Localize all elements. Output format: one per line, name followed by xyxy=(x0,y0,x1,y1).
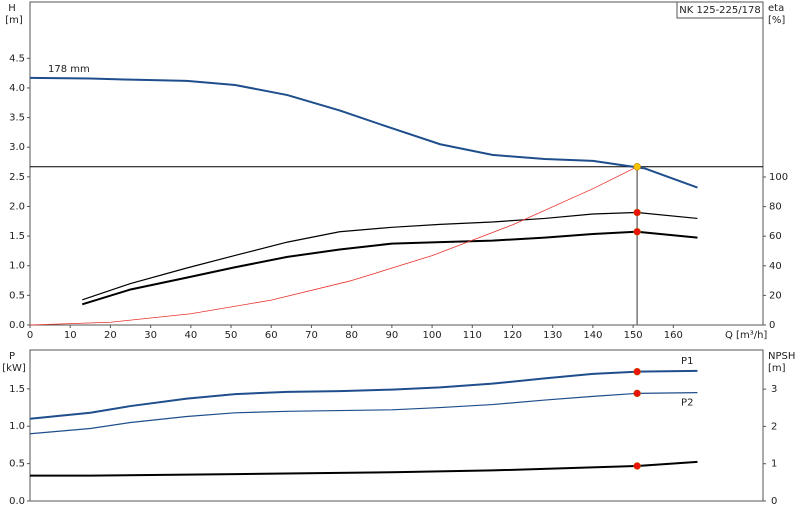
y-tick-label: 1.0 xyxy=(9,261,25,272)
x-axis-label: Q [m³/h] xyxy=(725,330,767,341)
y2-axis-label: NPSH xyxy=(768,351,795,362)
y2-tick-label: 0 xyxy=(769,320,775,331)
y-tick-label: 4.5 xyxy=(9,53,25,64)
y-tick-label: 4.0 xyxy=(9,83,25,94)
y2-axis-unit: [%] xyxy=(768,15,785,26)
operating-point xyxy=(633,462,641,470)
y-tick-label: 0.0 xyxy=(9,320,25,331)
curve xyxy=(29,369,698,420)
x-tick-label: 50 xyxy=(225,330,238,341)
curve xyxy=(29,166,638,326)
y-tick-label: 1.5 xyxy=(9,384,25,395)
y-tick-label: 2.5 xyxy=(9,172,25,183)
operating-point xyxy=(633,389,641,398)
y-tick-label: 1.5 xyxy=(9,231,25,242)
x-tick-label: 90 xyxy=(386,330,399,341)
y2-tick-label: 80 xyxy=(769,202,782,213)
x-tick-label: 120 xyxy=(503,330,522,341)
curve xyxy=(30,460,698,477)
x-tick-label: 40 xyxy=(184,330,197,341)
y2-tick-label: 2 xyxy=(771,421,777,432)
x-tick-label: 20 xyxy=(104,330,117,341)
x-tick-label: 0 xyxy=(27,330,33,341)
y-axis-unit: [kW] xyxy=(2,363,26,374)
y-axis-label: H xyxy=(8,3,16,14)
x-tick-label: 10 xyxy=(64,330,77,341)
x-tick-label: 30 xyxy=(144,330,157,341)
curve-label: P1 xyxy=(681,356,693,367)
title-box xyxy=(676,1,764,19)
operating-point xyxy=(633,208,641,217)
y-tick-label: 3.5 xyxy=(9,113,25,124)
y-tick-label: 2.0 xyxy=(9,201,25,212)
y-tick-label: 0.5 xyxy=(9,290,25,301)
x-tick-label: 160 xyxy=(664,330,683,341)
x-tick-label: 130 xyxy=(543,330,562,341)
y-tick-label: 1.0 xyxy=(9,421,25,432)
curve-label: P2 xyxy=(681,398,693,409)
y-axis-label: P xyxy=(9,351,15,362)
y-axis-unit: [m] xyxy=(5,15,23,26)
curve xyxy=(29,392,698,435)
y-tick-label: 3.0 xyxy=(9,142,25,153)
curve xyxy=(82,211,698,301)
curve-label: 178 mm xyxy=(48,64,90,75)
y-tick-label: 0.5 xyxy=(9,459,25,470)
chart-title: NK 125-225/178 xyxy=(679,5,760,16)
y2-tick-label: 100 xyxy=(769,172,788,183)
y2-tick-label: 1 xyxy=(771,459,777,470)
curve xyxy=(29,76,698,189)
x-tick-label: 140 xyxy=(583,330,602,341)
operating-point xyxy=(633,367,641,376)
curve xyxy=(81,230,698,306)
plot-frame xyxy=(29,1,764,326)
y2-axis-label: eta xyxy=(768,3,784,14)
y2-tick-label: 0 xyxy=(771,496,777,507)
y2-tick-label: 40 xyxy=(769,261,782,272)
x-tick-label: 70 xyxy=(305,330,318,341)
y2-tick-label: 20 xyxy=(769,290,782,301)
y2-tick-label: 60 xyxy=(769,231,782,242)
y-tick-label: 0.0 xyxy=(9,496,25,507)
plot-frame xyxy=(29,349,764,502)
x-tick-label: 150 xyxy=(624,330,643,341)
operating-point xyxy=(633,227,641,236)
x-tick-label: 100 xyxy=(423,330,442,341)
y2-tick-label: 3 xyxy=(771,384,777,395)
operating-point xyxy=(633,163,641,171)
x-tick-label: 110 xyxy=(463,330,482,341)
x-tick-label: 60 xyxy=(265,330,278,341)
x-tick-label: 80 xyxy=(345,330,358,341)
y2-axis-unit: [m] xyxy=(768,363,786,374)
